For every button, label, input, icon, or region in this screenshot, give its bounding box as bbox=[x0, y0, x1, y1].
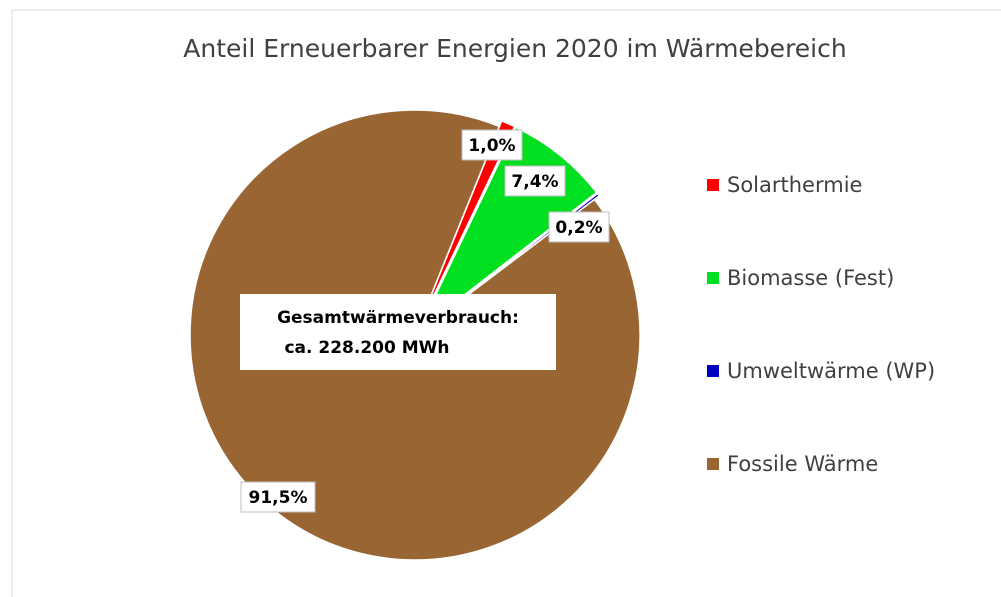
legend-label: Fossile Wärme bbox=[727, 452, 878, 476]
data-label-box bbox=[461, 129, 523, 161]
annotation: Gesamtwärmeverbrauch: bbox=[277, 308, 519, 328]
labels: 1,0% 7,4% 0,2% 91,5% Gesamtwärmeverbrauch: ca… bbox=[240, 129, 610, 513]
legend-label: Biomasse (Fest) bbox=[727, 266, 894, 290]
annotation-box bbox=[240, 294, 556, 370]
legend-swatch bbox=[707, 272, 719, 284]
chart-title: Anteil Erneuerbarer Energien 2020 im Wär… bbox=[183, 34, 846, 63]
data-label: 0,2% bbox=[555, 218, 602, 238]
legend-swatch bbox=[707, 179, 719, 191]
data-label-box bbox=[504, 165, 566, 197]
data-label: 7,4% bbox=[511, 172, 558, 192]
data-label-box bbox=[548, 211, 610, 243]
data-label: 1,0% bbox=[468, 136, 515, 156]
data-label: 91,5% bbox=[249, 488, 308, 508]
legend-label: Umweltwärme (WP) bbox=[727, 359, 935, 383]
legend-swatch bbox=[707, 365, 719, 377]
legend-swatch bbox=[707, 458, 719, 470]
pie-slice bbox=[416, 119, 516, 330]
legend-label: Solarthermie bbox=[727, 173, 862, 197]
data-label-box bbox=[240, 481, 316, 513]
annotation: ca. 228.200 MWh bbox=[284, 338, 449, 358]
